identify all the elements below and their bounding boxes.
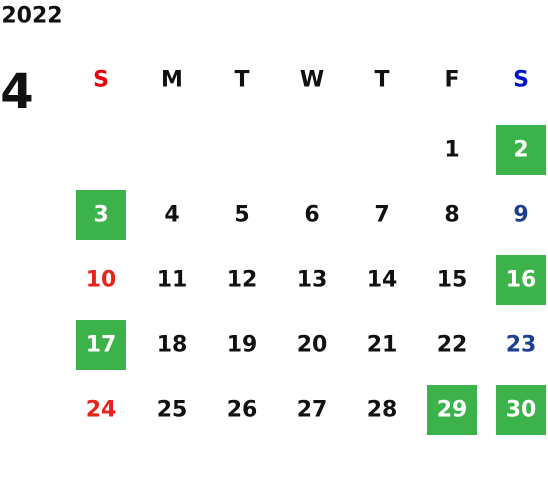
day-label: 7 xyxy=(374,203,389,228)
day-label: 25 xyxy=(157,398,188,423)
day-label: 5 xyxy=(234,203,249,228)
highlight-box xyxy=(496,255,546,305)
month: 4 xyxy=(0,64,33,120)
day-label: 8 xyxy=(444,203,459,228)
highlight-box xyxy=(427,385,477,435)
day-label: 16 xyxy=(506,268,537,293)
day-label: 19 xyxy=(227,333,258,358)
day-label: 15 xyxy=(437,268,468,293)
day-label: 30 xyxy=(506,398,537,423)
weekday-label: S xyxy=(513,68,529,93)
day-label: 17 xyxy=(86,333,117,358)
day-label: 27 xyxy=(297,398,328,423)
day-label: 26 xyxy=(227,398,258,423)
day-label: 22 xyxy=(437,333,468,358)
weekday-label: W xyxy=(300,68,324,93)
year: 2022 xyxy=(1,4,62,29)
day-label: 9 xyxy=(513,203,528,228)
day-label: 28 xyxy=(367,398,398,423)
day-label: 18 xyxy=(157,333,188,358)
day-label: 21 xyxy=(367,333,398,358)
day-label: 1 xyxy=(444,138,459,163)
day-label: 23 xyxy=(506,333,537,358)
weekday-label: T xyxy=(234,68,249,93)
day-label: 6 xyxy=(304,203,319,228)
day-label: 2 xyxy=(513,138,528,163)
day-label: 4 xyxy=(164,203,179,228)
highlight-box xyxy=(76,190,126,240)
highlight-box xyxy=(76,320,126,370)
day-label: 12 xyxy=(227,268,258,293)
day-label: 3 xyxy=(93,203,108,228)
day-label: 10 xyxy=(86,268,117,293)
day-label: 20 xyxy=(297,333,328,358)
highlight-box xyxy=(496,385,546,435)
weekday-label: M xyxy=(161,68,183,93)
highlight-box xyxy=(496,125,546,175)
weekday-label: T xyxy=(374,68,389,93)
day-label: 29 xyxy=(437,398,468,423)
day-label: 13 xyxy=(297,268,328,293)
weekday-label: S xyxy=(93,68,109,93)
weekday-label: F xyxy=(444,68,459,93)
day-label: 24 xyxy=(86,398,117,423)
day-label: 11 xyxy=(157,268,188,293)
day-label: 14 xyxy=(367,268,398,293)
